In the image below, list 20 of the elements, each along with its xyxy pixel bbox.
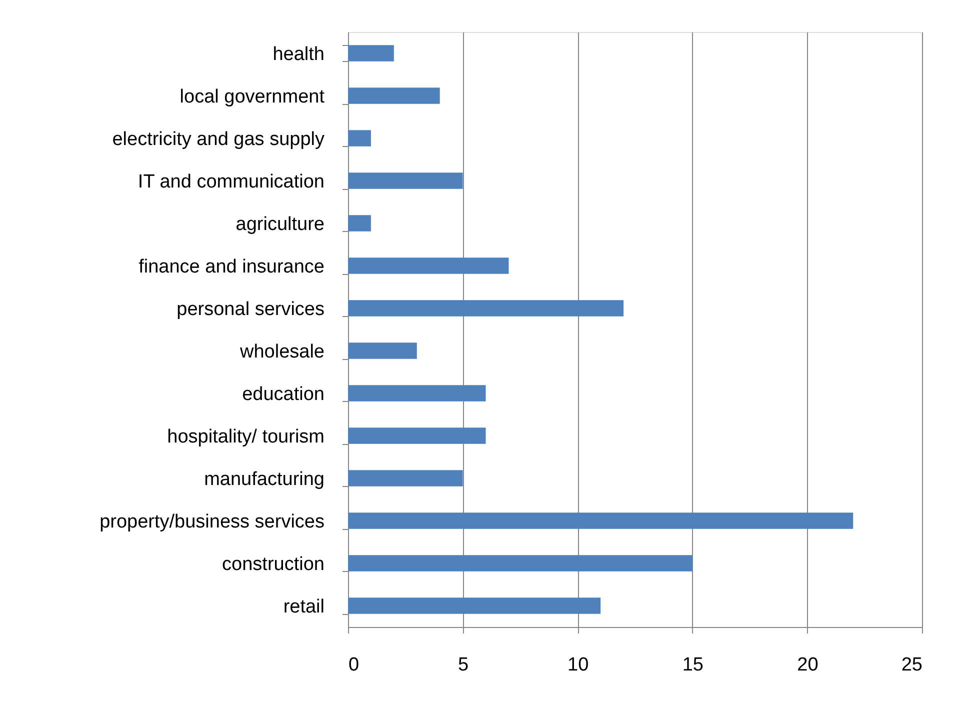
y-tick-label: local government	[180, 86, 326, 108]
y-tick-label: health	[272, 44, 324, 65]
x-tick-label: 15	[682, 654, 704, 676]
y-tick-label: personal services	[176, 298, 324, 320]
y-tick-label: wholesale	[239, 341, 324, 362]
y-tick-label: manufacturing	[204, 468, 324, 490]
y-tick-label: agriculture	[236, 214, 324, 235]
x-tick-label: 0	[348, 654, 360, 676]
y-tick-label: IT and communication	[138, 171, 324, 192]
y-tick-label: construction	[222, 554, 324, 575]
y-tick-label: hospitality/ tourism	[167, 426, 324, 448]
x-tick-label: 20	[797, 654, 818, 676]
y-tick-label: finance and insurance	[138, 256, 324, 278]
x-tick-label: 10	[568, 654, 589, 676]
x-tick-label: 25	[901, 654, 922, 676]
x-tick-label: 5	[458, 654, 469, 676]
y-tick-label: education	[242, 384, 324, 405]
y-tick-label: retail	[283, 596, 324, 618]
y-tick-label: electricity and gas supply	[112, 128, 325, 150]
y-tick-label: property/business services	[100, 511, 324, 532]
